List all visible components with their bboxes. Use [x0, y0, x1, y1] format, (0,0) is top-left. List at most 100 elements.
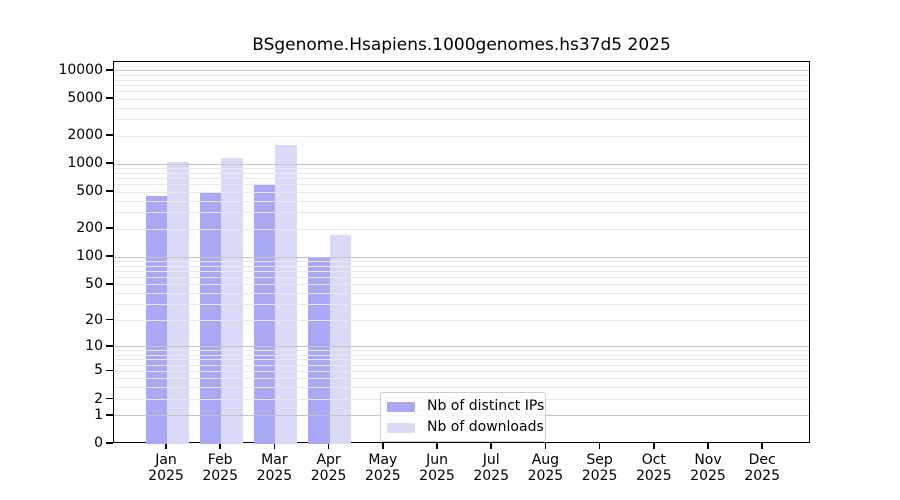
- gridline-minor: [114, 354, 809, 356]
- grid-layer: [114, 62, 809, 442]
- x-tick-mark: [544, 443, 547, 449]
- legend-label-downloads: Nb of downloads: [427, 419, 544, 435]
- legend-swatch-downloads-icon: [387, 422, 415, 433]
- x-tick-label-sep: Sep 2025: [572, 452, 628, 484]
- x-tick-year: 2025: [364, 468, 401, 484]
- gridline-minor: [114, 84, 809, 86]
- x-tick-month: Nov: [694, 452, 722, 468]
- gridline-minor: [114, 91, 809, 93]
- x-tick-year: 2025: [419, 468, 455, 484]
- legend-item-distinct-ips: Nb of distinct IPs: [386, 396, 544, 417]
- y-tick-label: 2: [94, 390, 103, 407]
- y-tick-mark: [106, 414, 113, 416]
- gridline-minor: [114, 387, 809, 389]
- y-tick-label: 0: [94, 435, 103, 451]
- gridline-minor: [114, 98, 809, 100]
- x-tick-label-mar: Mar 2025: [246, 452, 302, 484]
- gridline-minor: [114, 184, 809, 186]
- gridline-minor: [114, 270, 809, 272]
- gridline-minor: [114, 320, 809, 322]
- x-tick-month: Apr: [316, 452, 341, 468]
- x-tick-mark: [165, 443, 167, 449]
- gridline-minor: [114, 293, 809, 295]
- legend: Nb of distinct IPs Nb of downloads: [380, 392, 546, 442]
- y-tick-mark: [106, 369, 113, 372]
- gridline-major: [114, 346, 809, 348]
- x-tick-label-jan: Jan 2025: [138, 452, 194, 484]
- x-tick-year: 2025: [690, 468, 726, 484]
- x-tick-month: Jun: [426, 452, 448, 468]
- legend-swatch-distinct-ips-icon: [387, 401, 415, 412]
- y-tick-mark: [106, 134, 113, 136]
- x-tick-month: Feb: [207, 452, 233, 468]
- y-tick-label: 50: [85, 275, 103, 292]
- gridline-major: [114, 163, 809, 165]
- x-tick-year: 2025: [527, 468, 564, 484]
- gridline-minor: [114, 79, 809, 81]
- x-tick-year: 2025: [581, 468, 618, 484]
- x-tick-label-dec: Dec 2025: [734, 452, 790, 484]
- gridline-minor: [114, 191, 809, 193]
- x-tick-label-oct: Oct 2025: [626, 452, 682, 484]
- y-tick-label: 5: [94, 362, 103, 379]
- y-tick-label: 5000: [67, 90, 103, 107]
- gridline-minor: [114, 200, 809, 202]
- gridline-minor: [114, 304, 809, 306]
- y-tick-label: 100: [76, 248, 103, 265]
- bar-distinct-ips-feb: [199, 192, 222, 444]
- gridline-minor: [114, 364, 809, 366]
- bar-distinct-ips-jan: [145, 195, 167, 444]
- y-tick-mark: [106, 69, 113, 71]
- x-tick-label-apr: Apr 2025: [301, 452, 357, 484]
- x-tick-year: 2025: [473, 468, 509, 484]
- legend-item-downloads: Nb of downloads: [386, 417, 544, 438]
- x-tick-mark: [219, 443, 221, 449]
- x-tick-month: May: [368, 452, 398, 468]
- bar-downloads-jan: [167, 161, 189, 444]
- gridline-minor: [114, 370, 809, 372]
- gridline-minor: [114, 350, 809, 352]
- chart-title: BSgenome.Hsapiens.1000genomes.hs37d5 202…: [252, 35, 671, 55]
- y-tick-mark: [106, 345, 113, 347]
- gridline-minor: [114, 212, 809, 214]
- y-tick-label: 2000: [67, 127, 103, 144]
- x-tick-mark: [436, 443, 438, 449]
- y-tick-mark: [106, 227, 113, 229]
- y-tick-mark: [106, 190, 113, 192]
- x-tick-mark: [490, 443, 492, 449]
- gridline-minor: [114, 172, 809, 174]
- y-tick-mark: [106, 442, 113, 444]
- y-tick-mark: [106, 255, 113, 257]
- gridline-minor: [114, 74, 809, 76]
- x-tick-month: Sep: [586, 452, 613, 468]
- x-tick-label-aug: Aug 2025: [517, 452, 573, 484]
- gridline-minor: [114, 378, 809, 380]
- x-tick-year: 2025: [744, 468, 780, 484]
- x-tick-mark: [653, 443, 655, 449]
- x-tick-mark: [382, 443, 384, 449]
- x-tick-month: Oct: [641, 452, 666, 468]
- x-tick-label-may: May 2025: [355, 452, 411, 484]
- y-tick-label: 200: [76, 220, 103, 237]
- x-tick-mark: [761, 443, 763, 449]
- y-tick-label: 10000: [58, 61, 103, 78]
- x-tick-year: 2025: [202, 468, 238, 484]
- x-tick-label-jul: Jul 2025: [463, 452, 519, 484]
- y-tick-label: 1000: [67, 155, 103, 172]
- x-tick-month: Jul: [482, 452, 500, 468]
- gridline-minor: [114, 260, 809, 262]
- x-tick-year: 2025: [635, 468, 672, 484]
- gridline-minor: [114, 277, 809, 279]
- y-tick-mark: [106, 318, 113, 321]
- x-tick-mark: [707, 443, 709, 449]
- bar-downloads-apr: [329, 234, 352, 444]
- y-tick-label: 500: [76, 183, 103, 200]
- bar-downloads-mar: [275, 145, 297, 444]
- x-tick-year: 2025: [256, 468, 293, 484]
- x-tick-mark: [598, 443, 601, 449]
- x-tick-mark: [273, 443, 276, 449]
- x-tick-label-nov: Nov 2025: [680, 452, 736, 484]
- gridline-minor: [114, 178, 809, 180]
- y-tick-mark: [106, 97, 113, 99]
